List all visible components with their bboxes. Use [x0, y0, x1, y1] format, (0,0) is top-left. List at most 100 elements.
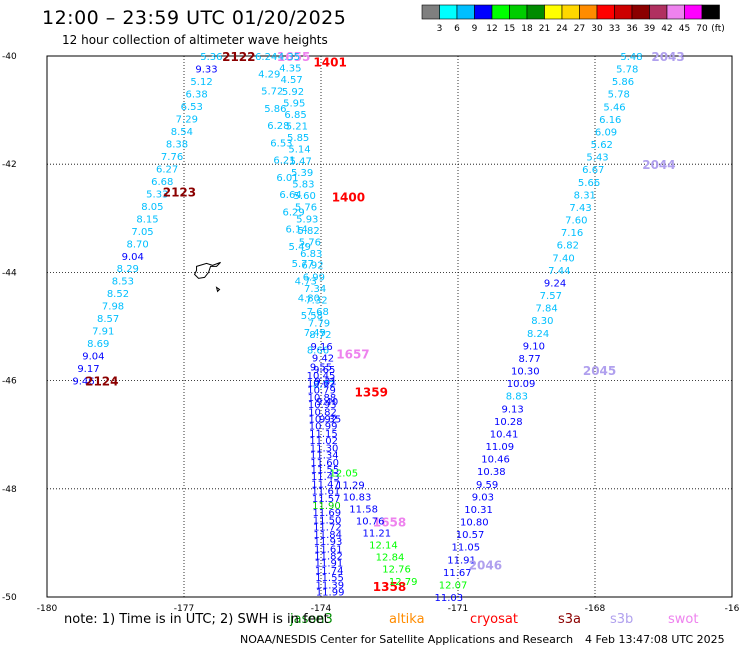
colorbar-label: 6 — [454, 24, 460, 34]
wave-height-value: 11.29 — [336, 481, 365, 492]
wave-height-value: 7.79 — [308, 319, 330, 330]
colorbar-label: 18 — [521, 24, 533, 34]
wave-height-value: 5.85 — [287, 133, 309, 144]
wave-height-value: 9.46 — [72, 377, 94, 388]
wave-height-value: 8.77 — [518, 354, 540, 365]
wave-height-value: 9.04 — [122, 252, 144, 263]
wave-height-value: 5.33 — [146, 189, 168, 200]
pass-time-label: 1657 — [336, 348, 369, 362]
wave-height-value: 9.33 — [195, 64, 217, 75]
pass-time-label: 2124 — [85, 375, 118, 389]
wave-height-value: 11.74 — [315, 566, 344, 577]
wave-height-value: 9.42 — [312, 353, 334, 364]
wave-height-value: 10.41 — [490, 429, 519, 440]
wave-height-value: 10.93 — [308, 400, 337, 411]
wave-height-value: 11.47 — [311, 479, 340, 490]
y-tick-label: -46 — [2, 377, 17, 387]
legend-entry-s3b: s3b — [610, 612, 634, 627]
wave-height-value: 8.57 — [97, 314, 119, 325]
wave-height-value: 8.29 — [117, 264, 139, 275]
chart-subtitle: 12 hour collection of altimeter wave hei… — [62, 33, 328, 47]
wave-height-value: 7.49 — [304, 328, 326, 339]
wave-height-value: 4.35 — [278, 52, 300, 63]
wave-height-value: 4.29 — [258, 69, 280, 80]
wave-height-value: 11.99 — [316, 588, 345, 599]
wave-height-value: 11.30 — [310, 443, 339, 454]
wave-height-value: 4.80 — [298, 294, 320, 305]
wave-height-value: 5.86 — [264, 104, 286, 115]
footer-credit: NOAA/NESDIS Center for Satellite Applica… — [240, 633, 574, 646]
colorbar-label: 39 — [644, 24, 656, 34]
wave-height-value: 11.91 — [315, 559, 344, 570]
wave-height-value: 6.67 — [582, 165, 604, 176]
wave-height-value: 5.36 — [200, 52, 222, 63]
wave-height-value: 11.82 — [314, 552, 343, 563]
wave-height-value: 8.77 — [313, 380, 335, 391]
wave-height-value: 12.07 — [439, 580, 468, 591]
wave-height-value: 9.24 — [544, 278, 566, 289]
wave-height-value: 6.83 — [300, 249, 322, 260]
wave-height-value: 7.40 — [552, 253, 574, 264]
y-tick-label: -42 — [2, 160, 17, 170]
colorbar-label: 9 — [472, 24, 478, 34]
pass-time-label: 1400 — [332, 191, 365, 205]
wave-height-value: 12.79 — [389, 577, 418, 588]
wave-height-value: 6.92 — [301, 261, 323, 272]
wave-height-value: 10.82 — [308, 407, 337, 418]
wave-height-value: 8.66 — [307, 345, 329, 356]
wave-height-value: 11.69 — [312, 508, 341, 519]
wave-height-value: 8.53 — [112, 277, 134, 288]
wave-height-value: 8.72 — [309, 330, 331, 341]
wave-height-value: 5.86 — [612, 77, 634, 88]
island-outline — [193, 261, 221, 279]
wave-height-value: 4.35 — [279, 64, 301, 75]
wave-height-value: 11.91 — [447, 555, 476, 566]
legend-entry-s3a: s3a — [558, 612, 582, 627]
wave-height-value: 5.76 — [295, 203, 317, 214]
wave-height-value: 7.84 — [535, 304, 557, 315]
colorbar-label: 24 — [556, 24, 568, 34]
wave-height-value: 11.84 — [313, 530, 342, 541]
wave-height-value: 5.95 — [283, 98, 305, 109]
colorbar-label: 36 — [626, 24, 638, 34]
wave-height-value: 11.09 — [486, 442, 515, 453]
wave-height-value: 11.93 — [314, 537, 343, 548]
colorbar-label: 45 — [679, 24, 690, 34]
wave-height-value: 10.45 — [307, 371, 336, 382]
wave-height-value: 9.35 — [319, 414, 341, 425]
wave-height-value: 5.66 — [578, 178, 600, 189]
wave-height-value: 11.60 — [310, 458, 339, 469]
wave-height-value: 11.05 — [452, 543, 481, 554]
wave-height-value: 5.78 — [608, 90, 630, 101]
wave-height-value: 11.55 — [311, 465, 340, 476]
wave-height-map: -180 -177 -174 -171 -168 -16 -40 -42 -44 -46 -48 -5… — [2, 50, 740, 612]
wave-height-value: 9.17 — [77, 364, 99, 375]
wave-height-value: 11.02 — [309, 436, 338, 447]
x-tick-label: -16 — [725, 604, 740, 612]
wave-height-value: 12.84 — [376, 553, 405, 564]
x-tick-label: -171 — [448, 604, 468, 612]
wave-height-value: 6.01 — [276, 173, 298, 184]
pass-time-label: 1655 — [277, 50, 310, 64]
y-tick-label: -40 — [2, 52, 17, 62]
wave-height-value: 7.76 — [161, 152, 183, 163]
wave-height-value: 8.70 — [126, 239, 148, 250]
wave-height-value: 11.43 — [311, 472, 340, 483]
wave-height-value: 7.60 — [565, 216, 587, 227]
wave-height-value: 9.03 — [472, 492, 494, 503]
wave-height-value: 5.72 — [261, 87, 283, 98]
wave-height-value: 5.77 — [292, 259, 314, 270]
wave-height-value: 9.65 — [313, 365, 335, 376]
wave-height-value: 5.82 — [297, 226, 319, 237]
y-tick-label: -48 — [2, 485, 17, 495]
legend-entry-swot: swot — [668, 612, 699, 627]
wave-height-value: 5.12 — [190, 77, 212, 88]
colorbar-label: 21 — [539, 24, 550, 34]
wave-height-value: 10.57 — [456, 530, 485, 541]
wave-height-value: 9.59 — [476, 480, 498, 491]
wave-height-value: 10.62 — [307, 378, 336, 389]
wave-height-value: 6.27 — [156, 164, 178, 175]
wave-height-value: 5.93 — [296, 214, 318, 225]
wave-height-value: 8.83 — [506, 392, 528, 403]
wave-height-value: 5.48 — [620, 52, 642, 63]
